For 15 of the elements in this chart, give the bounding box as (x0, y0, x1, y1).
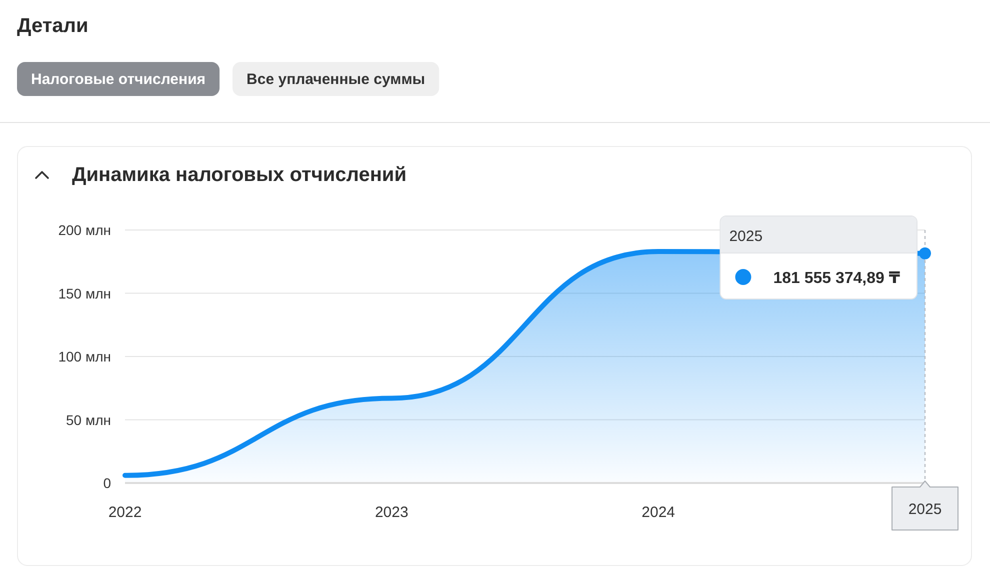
text: Детали (17, 15, 88, 37)
category-label: 2025 (729, 228, 763, 245)
x-tick-label: 2025 (908, 501, 942, 518)
y-tick-label: 200 млн (58, 222, 111, 238)
y-tick-label: 50 млн (66, 412, 111, 428)
chart-title: Динамика налоговых отчислений (72, 164, 407, 186)
text: Все уплаченные суммы (246, 71, 426, 88)
y-tick-label: 100 млн (58, 348, 111, 364)
x-tick-label: 2024 (642, 504, 676, 521)
annotation: 181 555 374,89 ₸ (773, 270, 900, 287)
text: Налоговые отчисления (31, 71, 206, 88)
x-tick-label: 2023 (374, 504, 408, 521)
y-tick-label: 150 млн (58, 285, 111, 302)
y-tick-label: 0 (103, 475, 112, 491)
x-tick-label: 2022 (108, 504, 142, 521)
